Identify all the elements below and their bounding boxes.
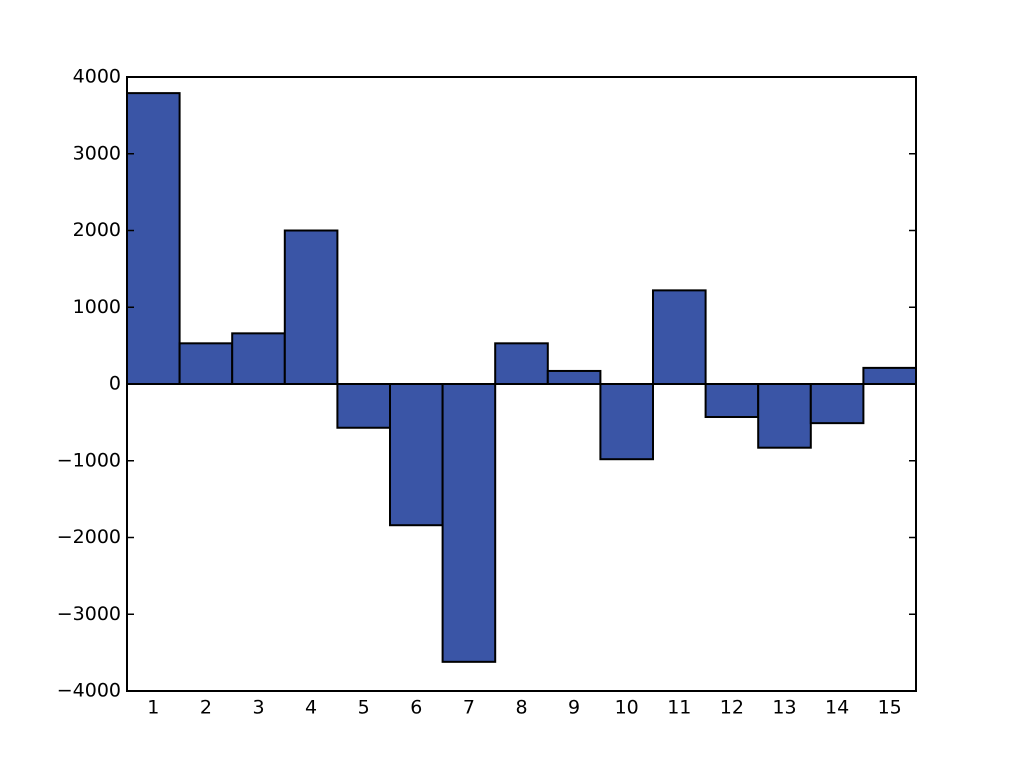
- y-tick-label: −1000: [57, 449, 121, 471]
- x-tick-label: 1: [147, 697, 159, 719]
- bar: [862, 366, 918, 386]
- x-tick-label: 4: [305, 697, 317, 719]
- bar: [178, 342, 234, 386]
- x-tick-label: 12: [720, 697, 744, 719]
- x-tick-label: 9: [568, 697, 580, 719]
- x-tick-label: 6: [410, 697, 422, 719]
- bar: [546, 369, 602, 386]
- bar: [389, 383, 444, 527]
- y-tick-label: 0: [109, 373, 121, 395]
- y-tick-label: 4000: [73, 66, 121, 88]
- x-tick-label: 3: [252, 697, 264, 719]
- bar: [494, 342, 549, 386]
- x-tick-label: 10: [615, 697, 639, 719]
- y-tick-label: −3000: [57, 603, 121, 625]
- bar: [283, 229, 339, 385]
- bar: [757, 383, 812, 449]
- bar: [809, 383, 865, 425]
- x-tick-label: 13: [772, 697, 796, 719]
- x-tick-label: 8: [515, 697, 527, 719]
- x-tick-label: 7: [463, 697, 475, 719]
- x-tick-label: 14: [825, 697, 849, 719]
- y-tick-label: 2000: [73, 219, 121, 241]
- bar: [231, 332, 286, 385]
- bar: [652, 289, 707, 385]
- x-tick-label: 2: [200, 697, 212, 719]
- bar: [126, 92, 181, 386]
- bar: [336, 383, 391, 429]
- bar: [599, 383, 655, 461]
- bar: [441, 383, 497, 663]
- y-tick-label: 1000: [73, 296, 121, 318]
- x-tick-label: 15: [878, 697, 902, 719]
- bar: [704, 383, 760, 419]
- x-tick-label: 11: [667, 697, 691, 719]
- x-tick-label: 5: [358, 697, 370, 719]
- y-tick-label: −4000: [57, 680, 121, 702]
- y-tick-label: −2000: [57, 526, 121, 548]
- y-tick-label: 3000: [73, 142, 121, 164]
